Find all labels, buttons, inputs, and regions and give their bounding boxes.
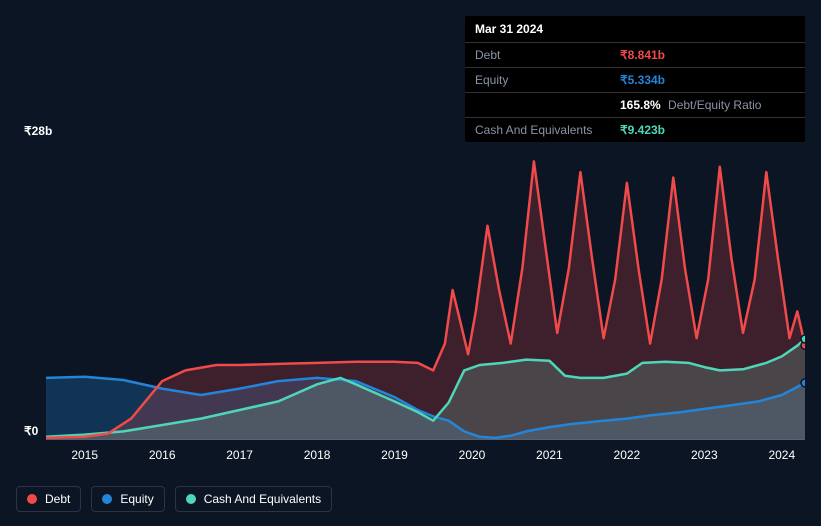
tooltip-date: Mar 31 2024: [465, 16, 805, 43]
x-tick: 2016: [149, 448, 176, 462]
tooltip-row-ratio: 165.8% Debt/Equity Ratio: [465, 93, 805, 118]
legend-swatch: [102, 494, 112, 504]
y-axis-max: ₹28b: [24, 124, 52, 138]
legend-item-debt[interactable]: Debt: [16, 486, 81, 512]
tooltip-value: ₹9.423b: [620, 123, 665, 137]
x-tick: 2021: [536, 448, 563, 462]
tooltip-row-debt: Debt ₹8.841b: [465, 43, 805, 68]
hover-tooltip: Mar 31 2024 Debt ₹8.841b Equity ₹5.334b …: [465, 16, 805, 142]
legend-item-equity[interactable]: Equity: [91, 486, 164, 512]
x-tick: 2015: [71, 448, 98, 462]
x-tick: 2020: [459, 448, 486, 462]
tooltip-label: Equity: [475, 73, 620, 87]
legend-label: Cash And Equivalents: [204, 492, 321, 506]
legend-item-cash[interactable]: Cash And Equivalents: [175, 486, 332, 512]
line-area-chart[interactable]: [46, 140, 805, 440]
tooltip-label: Debt: [475, 48, 620, 62]
tooltip-value: ₹5.334b: [620, 73, 665, 87]
tooltip-row-cash: Cash And Equivalents ₹9.423b: [465, 118, 805, 142]
x-tick: 2023: [691, 448, 718, 462]
legend: Debt Equity Cash And Equivalents: [16, 486, 332, 512]
x-tick: 2017: [226, 448, 253, 462]
y-axis-min: ₹0: [24, 424, 38, 438]
legend-swatch: [27, 494, 37, 504]
x-tick: 2018: [304, 448, 331, 462]
legend-label: Equity: [120, 492, 153, 506]
legend-label: Debt: [45, 492, 70, 506]
tooltip-note: Debt/Equity Ratio: [668, 98, 761, 112]
legend-swatch: [186, 494, 196, 504]
x-tick: 2024: [768, 448, 795, 462]
tooltip-row-equity: Equity ₹5.334b: [465, 68, 805, 93]
tooltip-label: [475, 98, 620, 112]
x-tick: 2019: [381, 448, 408, 462]
tooltip-label: Cash And Equivalents: [475, 123, 620, 137]
tooltip-value: 165.8%: [620, 98, 661, 112]
x-tick: 2022: [614, 448, 641, 462]
tooltip-value: ₹8.841b: [620, 48, 665, 62]
